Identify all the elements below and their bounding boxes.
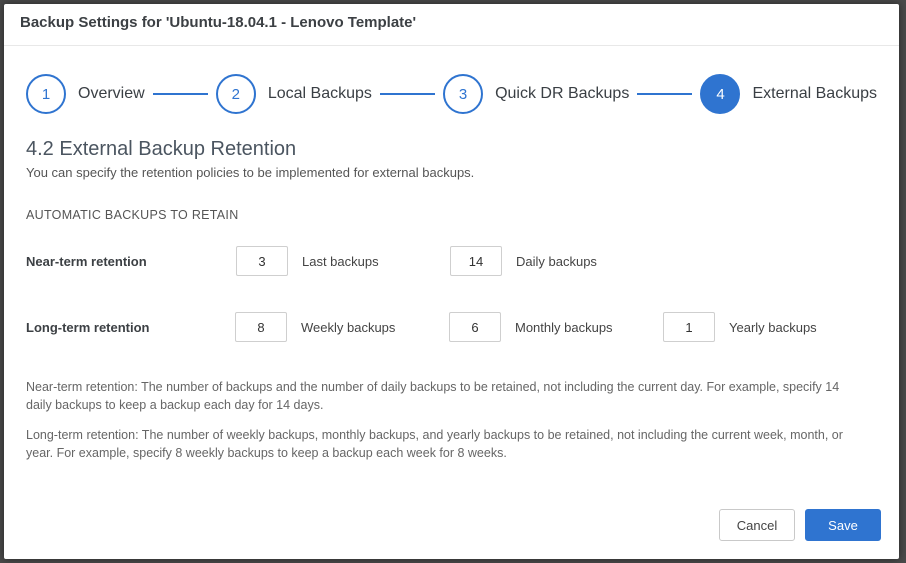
yearly-backups-label: Yearly backups	[729, 320, 829, 335]
monthly-backups-input[interactable]	[449, 312, 501, 342]
cancel-button[interactable]: Cancel	[719, 509, 795, 541]
monthly-backups-field: Monthly backups	[449, 312, 615, 342]
step-connector	[380, 93, 435, 95]
step-label: Overview	[78, 85, 145, 103]
daily-backups-field: Daily backups	[450, 246, 616, 276]
near-term-label: Near-term retention	[26, 254, 236, 269]
group-heading: AUTOMATIC BACKUPS TO RETAIN	[26, 208, 877, 222]
dialog-header: Backup Settings for 'Ubuntu-18.04.1 - Le…	[4, 4, 899, 46]
step-label: Quick DR Backups	[495, 85, 629, 103]
long-term-help: Long-term retention: The number of weekl…	[26, 426, 866, 462]
monthly-backups-label: Monthly backups	[515, 320, 615, 335]
step-number: 2	[216, 74, 256, 114]
yearly-backups-input[interactable]	[663, 312, 715, 342]
long-term-row: Long-term retention Weekly backups Month…	[26, 312, 877, 342]
near-term-row: Near-term retention Last backups Daily b…	[26, 246, 877, 276]
daily-backups-input[interactable]	[450, 246, 502, 276]
step-connector	[153, 93, 208, 95]
last-backups-label: Last backups	[302, 254, 402, 269]
last-backups-input[interactable]	[236, 246, 288, 276]
daily-backups-label: Daily backups	[516, 254, 616, 269]
near-term-help: Near-term retention: The number of backu…	[26, 378, 866, 414]
step-label: Local Backups	[268, 85, 372, 103]
step-quick-dr-backups[interactable]: 3 Quick DR Backups	[443, 74, 629, 114]
step-connector	[637, 93, 692, 95]
section-title: 4.2 External Backup Retention	[26, 138, 877, 161]
dialog-title: Backup Settings for 'Ubuntu-18.04.1 - Le…	[20, 14, 883, 31]
step-number: 4	[700, 74, 740, 114]
step-label: External Backups	[752, 85, 877, 103]
last-backups-field: Last backups	[236, 246, 402, 276]
yearly-backups-field: Yearly backups	[663, 312, 829, 342]
weekly-backups-field: Weekly backups	[235, 312, 401, 342]
step-local-backups[interactable]: 2 Local Backups	[216, 74, 372, 114]
dialog-content: 4.2 External Backup Retention You can sp…	[4, 132, 899, 497]
save-button[interactable]: Save	[805, 509, 881, 541]
wizard-stepper: 1 Overview 2 Local Backups 3 Quick DR Ba…	[4, 46, 899, 132]
step-number: 1	[26, 74, 66, 114]
long-term-label: Long-term retention	[26, 320, 235, 335]
step-overview[interactable]: 1 Overview	[26, 74, 145, 114]
weekly-backups-label: Weekly backups	[301, 320, 401, 335]
dialog-footer: Cancel Save	[4, 497, 899, 559]
step-external-backups[interactable]: 4 External Backups	[700, 74, 877, 114]
weekly-backups-input[interactable]	[235, 312, 287, 342]
step-number: 3	[443, 74, 483, 114]
section-description: You can specify the retention policies t…	[26, 165, 877, 180]
backup-settings-dialog: Backup Settings for 'Ubuntu-18.04.1 - Le…	[4, 4, 899, 559]
